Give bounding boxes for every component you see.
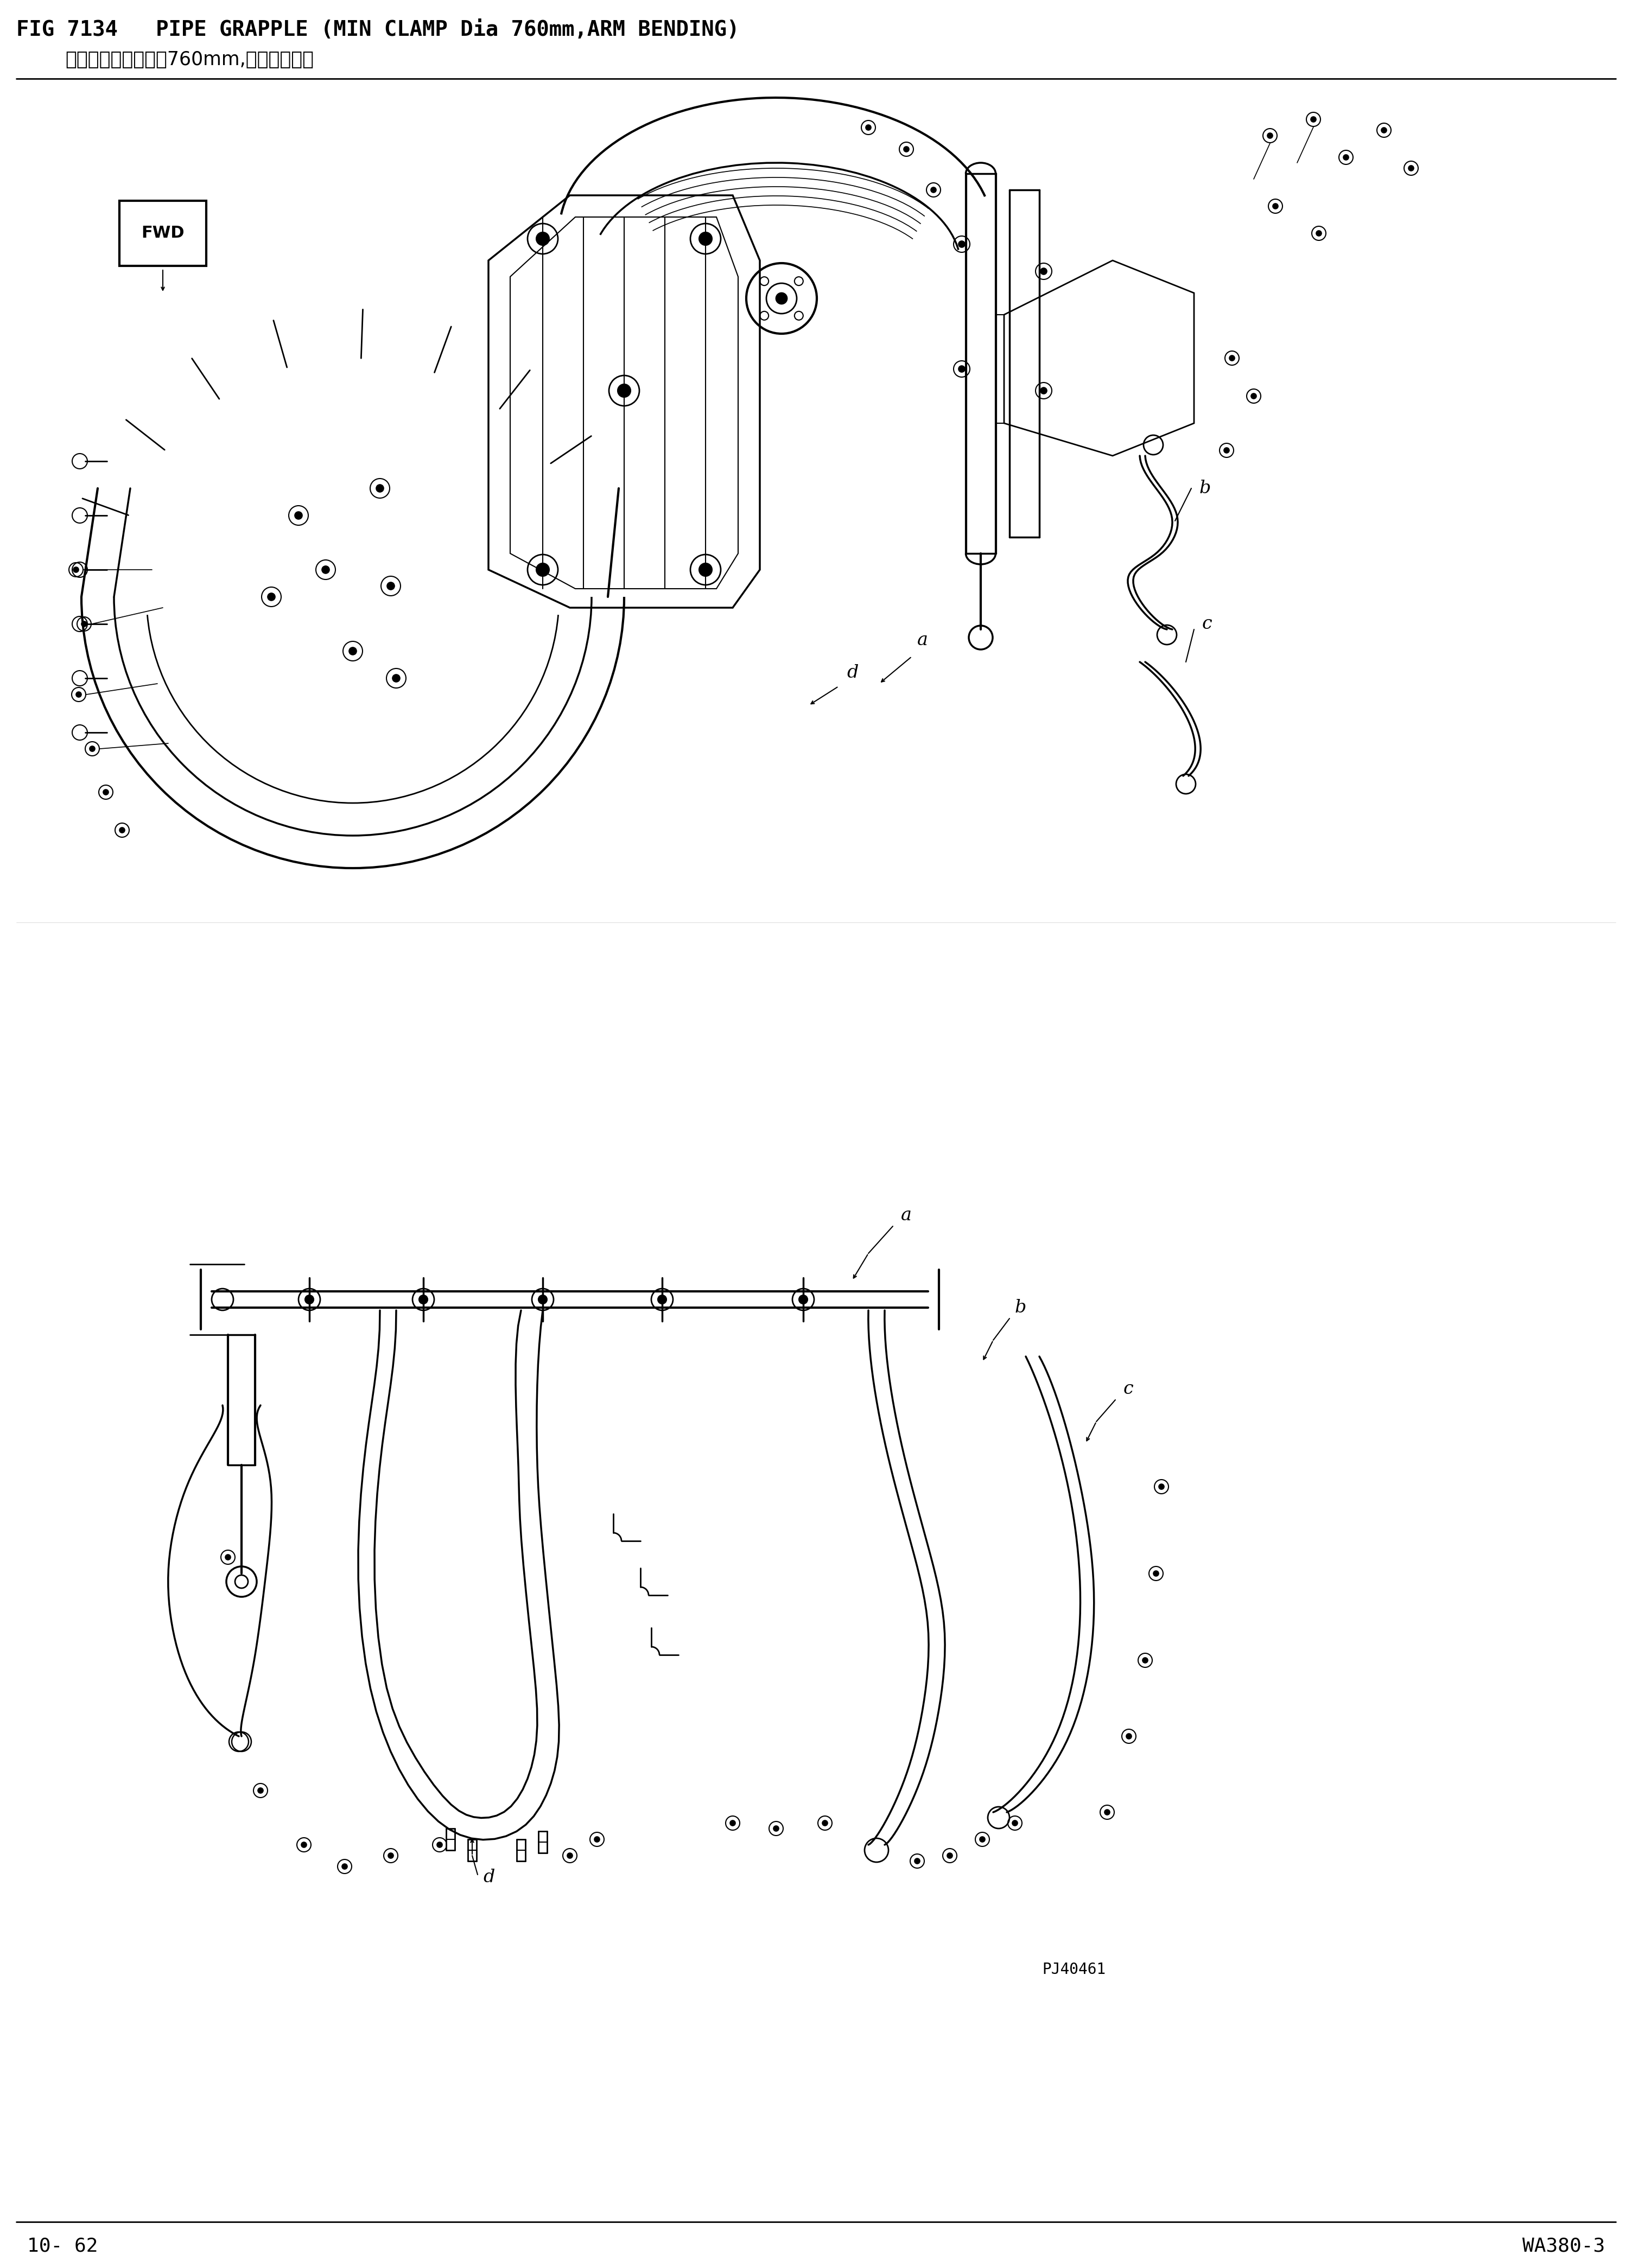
Text: d: d [483, 1869, 494, 1887]
Circle shape [1315, 231, 1322, 236]
Circle shape [698, 231, 712, 245]
Circle shape [930, 188, 937, 193]
Circle shape [730, 1821, 736, 1826]
Circle shape [302, 1842, 307, 1848]
Circle shape [1252, 392, 1257, 399]
Circle shape [777, 293, 787, 304]
Circle shape [90, 746, 95, 751]
Circle shape [1310, 116, 1315, 122]
Circle shape [1224, 447, 1229, 454]
Circle shape [295, 513, 302, 519]
Circle shape [823, 1821, 827, 1826]
Circle shape [1154, 1572, 1159, 1576]
Circle shape [698, 562, 712, 576]
Circle shape [1126, 1733, 1131, 1740]
Circle shape [568, 1853, 573, 1857]
Text: PJ40461: PJ40461 [1043, 1962, 1106, 1978]
Circle shape [258, 1787, 263, 1794]
Text: d: d [847, 665, 858, 680]
Circle shape [800, 1295, 808, 1304]
Circle shape [419, 1295, 428, 1304]
Text: a: a [901, 1207, 912, 1225]
Circle shape [375, 485, 384, 492]
Circle shape [119, 828, 124, 832]
Circle shape [343, 1864, 348, 1869]
Circle shape [73, 567, 78, 572]
Circle shape [305, 1295, 313, 1304]
Circle shape [594, 1837, 599, 1842]
Circle shape [387, 583, 395, 590]
Circle shape [77, 692, 82, 696]
Circle shape [1105, 1810, 1110, 1814]
Circle shape [865, 125, 871, 129]
Circle shape [1142, 1658, 1147, 1662]
Circle shape [537, 562, 550, 576]
Circle shape [774, 1826, 778, 1830]
Circle shape [1012, 1821, 1018, 1826]
Text: c: c [1203, 615, 1213, 633]
Circle shape [82, 621, 86, 626]
Circle shape [1381, 127, 1387, 134]
Circle shape [1343, 154, 1348, 161]
Circle shape [1041, 388, 1048, 395]
Circle shape [958, 240, 965, 247]
Circle shape [437, 1842, 442, 1848]
Circle shape [1041, 268, 1048, 274]
Circle shape [349, 646, 356, 655]
Circle shape [537, 231, 550, 245]
Circle shape [322, 567, 330, 574]
Text: 锂管抚具（包容直径760mm,上爪回收型）: 锂管抚具（包容直径760mm,上爪回收型） [65, 50, 313, 68]
Text: b: b [1015, 1300, 1027, 1315]
Circle shape [392, 674, 400, 683]
Text: a: a [917, 631, 929, 649]
Circle shape [225, 1554, 230, 1560]
Circle shape [1229, 356, 1235, 361]
Circle shape [979, 1837, 986, 1842]
Circle shape [539, 1295, 547, 1304]
Circle shape [904, 147, 909, 152]
Text: b: b [1200, 479, 1211, 497]
Circle shape [947, 1853, 953, 1857]
Circle shape [658, 1295, 666, 1304]
Circle shape [103, 789, 109, 794]
Circle shape [617, 383, 630, 397]
Circle shape [958, 365, 965, 372]
Text: FWD: FWD [142, 225, 184, 240]
Circle shape [914, 1857, 920, 1864]
Text: FIG 7134   PIPE GRAPPLE (MIN CLAMP Dia 760mm,ARM BENDING): FIG 7134 PIPE GRAPPLE (MIN CLAMP Dia 760… [16, 20, 739, 41]
Circle shape [268, 592, 276, 601]
Circle shape [388, 1853, 393, 1857]
Text: WA380-3: WA380-3 [1523, 2236, 1604, 2254]
Text: 10- 62: 10- 62 [28, 2236, 98, 2254]
Text: c: c [1123, 1381, 1134, 1397]
Circle shape [1408, 166, 1413, 170]
Circle shape [1268, 134, 1273, 138]
Circle shape [1273, 204, 1278, 209]
Circle shape [1159, 1483, 1164, 1490]
